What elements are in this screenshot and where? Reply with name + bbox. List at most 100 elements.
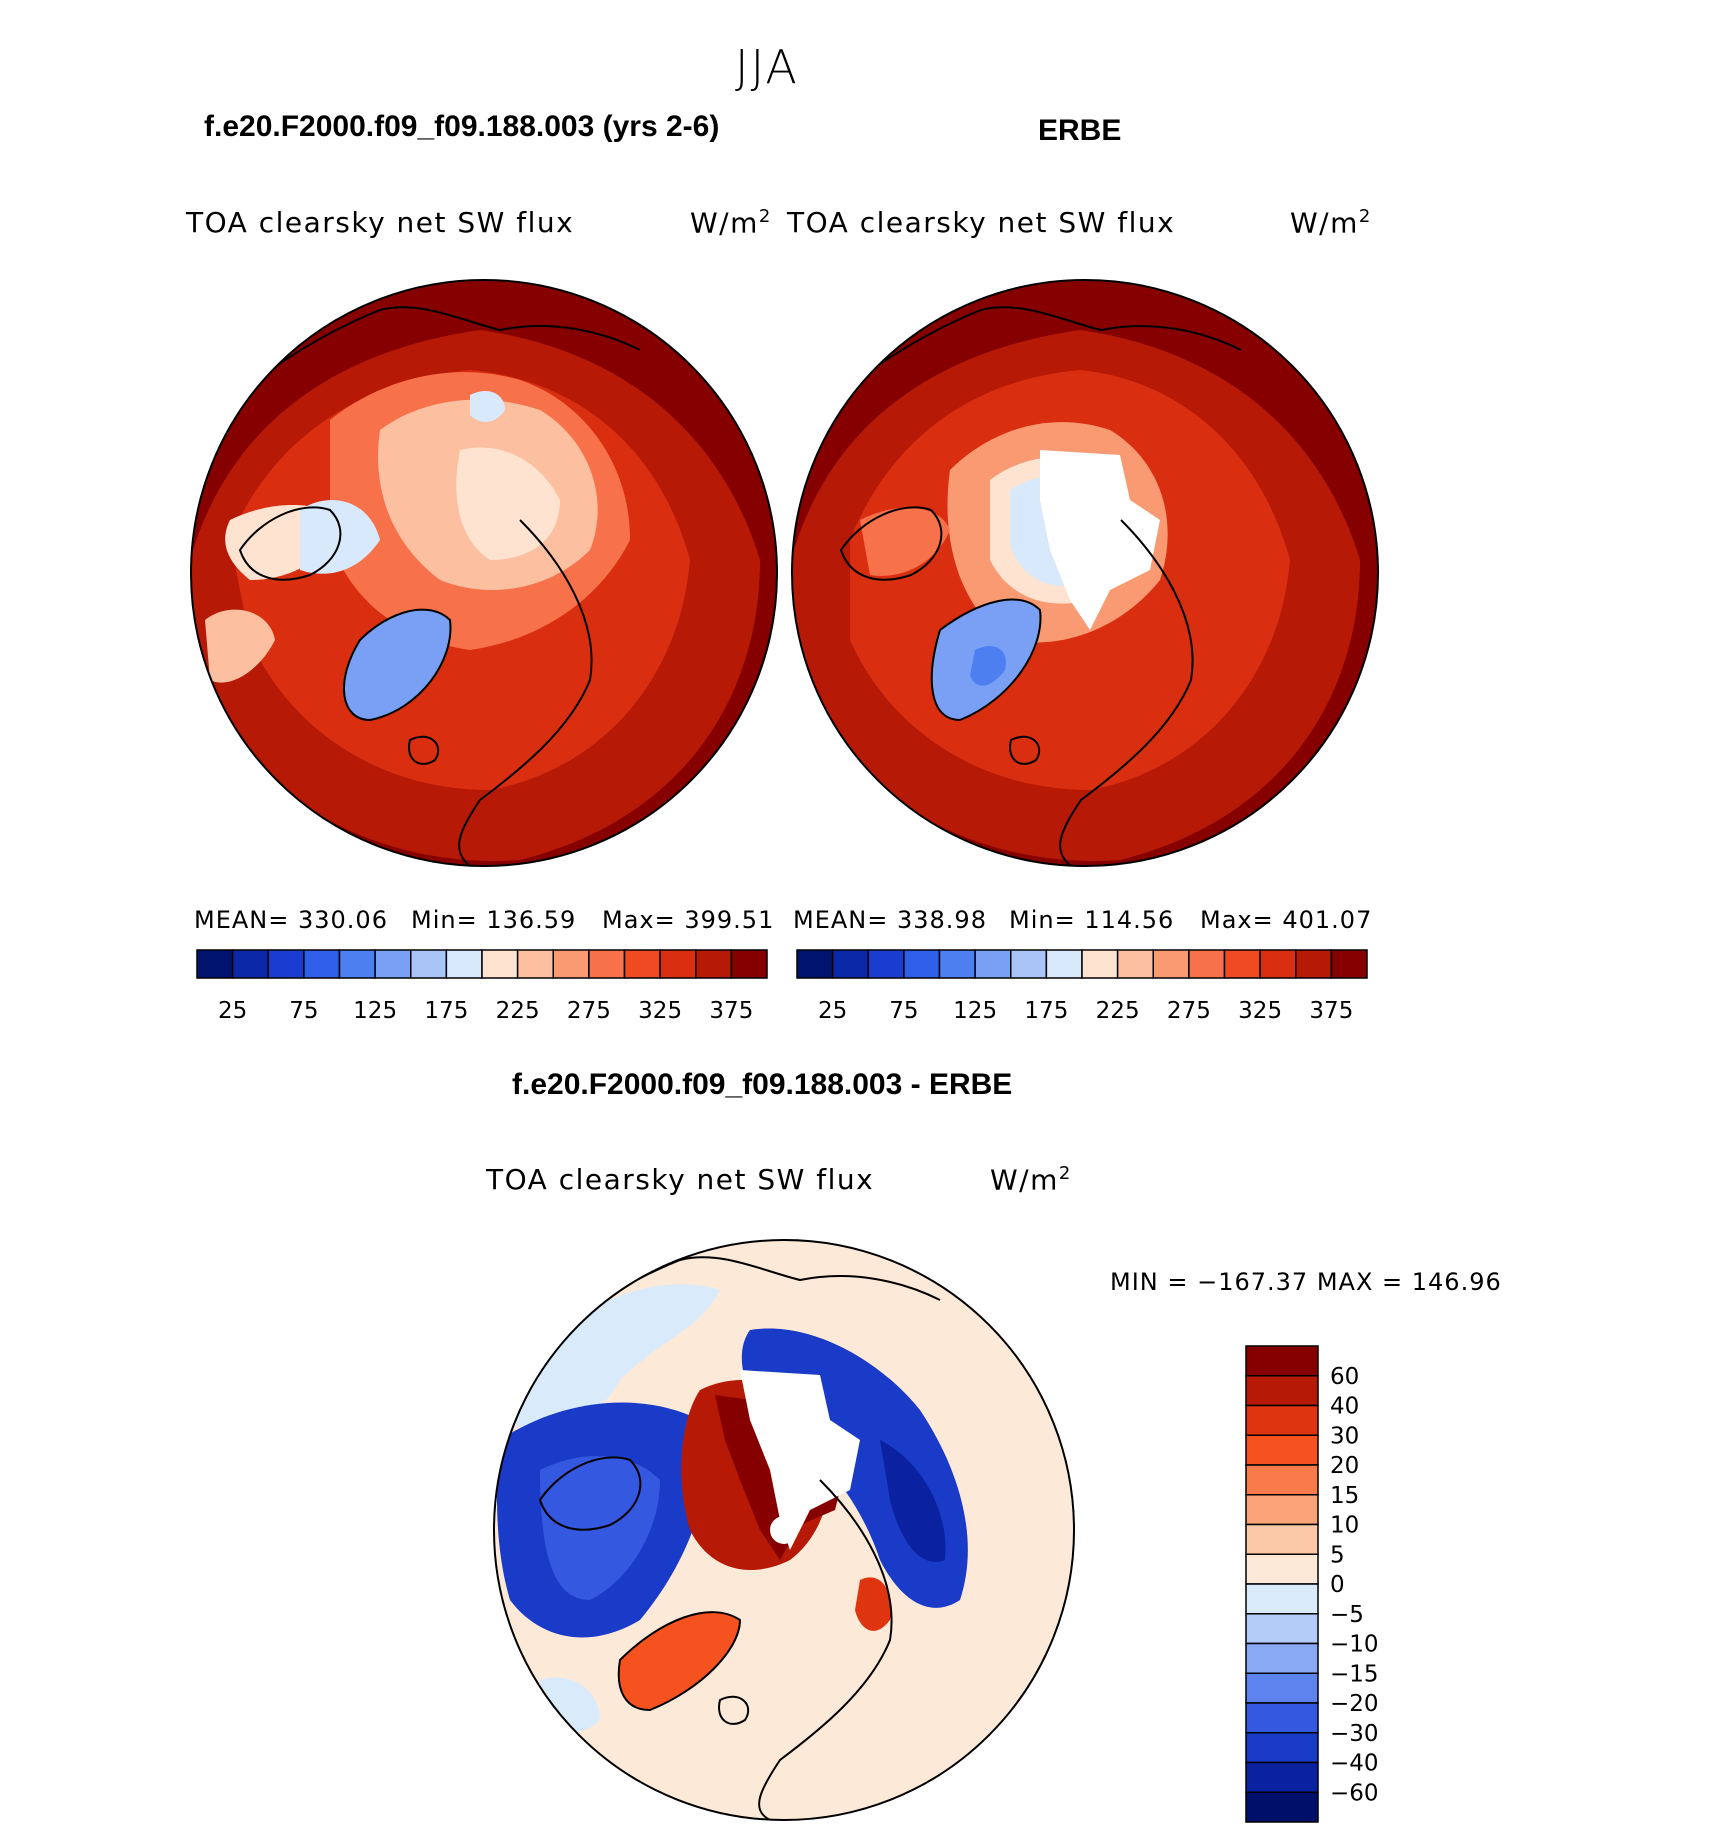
map-diff-border [493, 1239, 1075, 1821]
map-model-border [190, 279, 778, 867]
colorbar-diff: 60 40 30 20 15 10 5 0 −5 −10 −15 −20 −30 −40 −60 [1245, 1345, 1379, 1823]
figure-title: JJA [735, 40, 799, 94]
colorbar-model-swatch [410, 949, 448, 979]
colorbar-erbe-tick-label: 375 [1309, 998, 1353, 1024]
colorbar-diff-tick-label: −15 [1330, 1661, 1379, 1687]
colorbar-diff-tick-label: 5 [1330, 1542, 1345, 1568]
panel1-variable-label: TOA clearsky net SW flux [186, 206, 575, 239]
colorbar-erbe-tick-label: 75 [889, 998, 918, 1024]
colorbar-model-swatch [231, 949, 269, 979]
colorbar-erbe-tick-label: 125 [953, 998, 997, 1024]
colorbar-erbe-tick-label: 225 [1096, 998, 1140, 1024]
colorbar-erbe-swatch [1045, 949, 1083, 979]
colorbar-model-swatch [196, 949, 234, 979]
colorbar-model-tick-label: 25 [218, 998, 247, 1024]
colorbar-erbe-swatch [1116, 949, 1154, 979]
colorbar-erbe-tick-label: 175 [1024, 998, 1068, 1024]
colorbar-model-swatch [481, 949, 519, 979]
colorbar-erbe-swatch [903, 949, 941, 979]
colorbar-erbe-tick-label: 275 [1167, 998, 1211, 1024]
panel1-mean: MEAN= 330.06 [194, 906, 388, 934]
colorbar-diff-swatch [1245, 1583, 1319, 1615]
colorbar-model-swatch [659, 949, 697, 979]
colorbar-erbe-tick-label: 25 [818, 998, 847, 1024]
panel1-max: Max= 399.51 [602, 906, 775, 934]
colorbar-diff-tick-label: 30 [1330, 1423, 1359, 1449]
colorbar-erbe-swatch [974, 949, 1012, 979]
colorbar-diff-swatch [1245, 1642, 1319, 1674]
colorbar-model-tick-label: 225 [496, 998, 540, 1024]
colorbar-diff-swatch [1245, 1791, 1319, 1823]
coastline-model [229, 306, 641, 866]
colorbar-diff-swatch [1245, 1523, 1319, 1555]
colorbar-model-swatch [516, 949, 554, 979]
colorbar-model-swatch [588, 949, 626, 979]
panel1-min: Min= 136.59 [411, 906, 577, 934]
colorbar-erbe-swatch [1081, 949, 1119, 979]
colorbar-diff-tick-label: −60 [1330, 1780, 1379, 1806]
colorbar-diff-swatch [1245, 1553, 1319, 1585]
colorbar-diff-swatch [1245, 1613, 1319, 1645]
colorbar-diff-swatch [1245, 1345, 1319, 1377]
map-diff [494, 1240, 1074, 1820]
diff-variable-label: TOA clearsky net SW flux [486, 1163, 875, 1196]
panel2-mean: MEAN= 338.98 [793, 906, 987, 934]
colorbar-diff-swatch [1245, 1494, 1319, 1526]
colorbar-diff-tick-label: 20 [1330, 1453, 1359, 1479]
colorbar-diff-swatch [1245, 1464, 1319, 1496]
colorbar-diff-tick-label: 10 [1330, 1513, 1359, 1539]
colorbar-model-tick-label: 125 [353, 998, 397, 1024]
colorbar-diff-swatch [1245, 1672, 1319, 1704]
colorbar-diff-tick-label: 15 [1330, 1483, 1359, 1509]
panel1-units: W/m2 [690, 206, 772, 240]
map-model [191, 280, 777, 866]
colorbar-erbe-swatch [1188, 949, 1226, 979]
diff-title: f.e20.F2000.f09_f09.188.003 - ERBE [512, 1068, 1013, 1101]
colorbar-diff-swatch [1245, 1702, 1319, 1734]
colorbar-erbe-swatch [1330, 949, 1368, 979]
colorbar-erbe-swatch [1259, 949, 1297, 979]
coastline-erbe [830, 306, 1242, 866]
panel2-units: W/m2 [1290, 206, 1372, 240]
map-erbe-border [791, 279, 1379, 867]
colorbar-model-swatch [730, 949, 768, 979]
colorbar-diff-tick-label: 0 [1330, 1572, 1345, 1598]
colorbar-diff-swatch [1245, 1732, 1319, 1764]
colorbar-erbe-swatch [1223, 949, 1261, 979]
colorbar-diff-swatch [1245, 1404, 1319, 1436]
colorbar-diff-swatch [1245, 1375, 1319, 1407]
colorbar-model-tick-label: 175 [424, 998, 468, 1024]
colorbar-erbe-tick-label: 325 [1238, 998, 1282, 1024]
colorbar-diff-tick-label: −20 [1330, 1691, 1379, 1717]
colorbar-model-swatch [338, 949, 376, 979]
colorbar-model-swatch [623, 949, 661, 979]
colorbar-erbe: 25 75 125 175 225 275 325 375 [796, 949, 1368, 1024]
colorbar-diff-swatch [1245, 1761, 1319, 1793]
panel2-max: Max= 401.07 [1200, 906, 1373, 934]
colorbar-diff-tick-label: 40 [1330, 1394, 1359, 1420]
colorbar-model-swatch [303, 949, 341, 979]
diff-units: W/m2 [990, 1163, 1072, 1197]
colorbar-diff-tick-label: −40 [1330, 1751, 1379, 1777]
colorbar-diff-tick-label: 60 [1330, 1364, 1359, 1390]
colorbar-model-swatch [267, 949, 305, 979]
colorbar-diff-tick-label: −30 [1330, 1721, 1379, 1747]
colorbar-erbe-swatch [938, 949, 976, 979]
colorbar-erbe-swatch [1152, 949, 1190, 979]
colorbar-erbe-swatch [1010, 949, 1048, 979]
colorbar-model-tick-label: 375 [709, 998, 753, 1024]
colorbar-erbe-swatch [1295, 949, 1333, 979]
panel2-min: Min= 114.56 [1009, 906, 1175, 934]
colorbar-model-swatch [552, 949, 590, 979]
colorbar-diff-tick-label: −5 [1330, 1602, 1364, 1628]
colorbar-model-swatch [695, 949, 733, 979]
colorbar-erbe-swatch [796, 949, 834, 979]
colorbar-model-tick-label: 75 [289, 998, 318, 1024]
map-erbe [792, 280, 1378, 866]
colorbar-model-swatch [374, 949, 412, 979]
colorbar-model-swatch [445, 949, 483, 979]
panel1-title: f.e20.F2000.f09_f09.188.003 (yrs 2-6) [204, 110, 720, 143]
colorbar-model-tick-label: 325 [638, 998, 682, 1024]
panel2-variable-label: TOA clearsky net SW flux [787, 206, 1176, 239]
